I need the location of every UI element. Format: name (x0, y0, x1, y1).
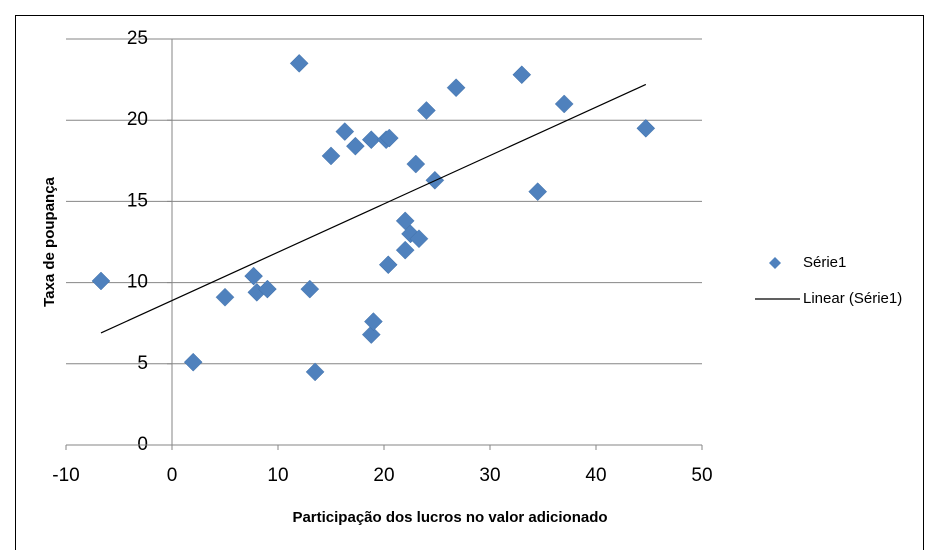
point (305, 362, 325, 382)
point (379, 128, 399, 148)
x-tick-label: 20 (373, 465, 394, 486)
x-tick-label: 10 (267, 465, 288, 486)
point (346, 136, 365, 156)
point (361, 325, 381, 344)
point (91, 271, 111, 291)
point (258, 279, 277, 299)
y-tick-label: 20 (127, 109, 148, 130)
point (335, 122, 355, 141)
x-tick-label: 30 (479, 465, 500, 486)
y-tick-label: 5 (137, 353, 148, 374)
legend-label: Linear (Série1) (803, 290, 902, 307)
y-tick-label: 15 (127, 190, 148, 211)
y-tick-label: 25 (127, 28, 148, 49)
point (395, 240, 415, 260)
x-tick-label: 40 (585, 465, 606, 486)
point (409, 229, 429, 249)
point (289, 54, 309, 73)
trend-line (100, 83, 647, 334)
point (636, 118, 656, 138)
chart-frame (15, 15, 924, 555)
point (300, 279, 320, 299)
point (215, 287, 235, 307)
x-tick-label: 0 (167, 465, 178, 486)
point (183, 352, 203, 372)
y-tick-label: 10 (127, 272, 148, 293)
x-axis-label: Participação dos lucros no valor adicion… (292, 509, 607, 526)
legend-marker (769, 257, 781, 269)
point (321, 146, 341, 166)
legend-label: Série1 (803, 254, 846, 271)
point (446, 78, 466, 98)
point (528, 182, 548, 202)
point (512, 65, 532, 85)
x-tick-label: 50 (691, 465, 712, 486)
point (361, 130, 381, 150)
point (364, 312, 383, 331)
point (378, 255, 398, 275)
point (244, 266, 263, 286)
point (417, 101, 436, 120)
y-axis-label: Taxa de poupança (41, 176, 58, 306)
point (406, 154, 426, 174)
point (554, 94, 574, 114)
x-tick-label: -10 (52, 465, 79, 486)
